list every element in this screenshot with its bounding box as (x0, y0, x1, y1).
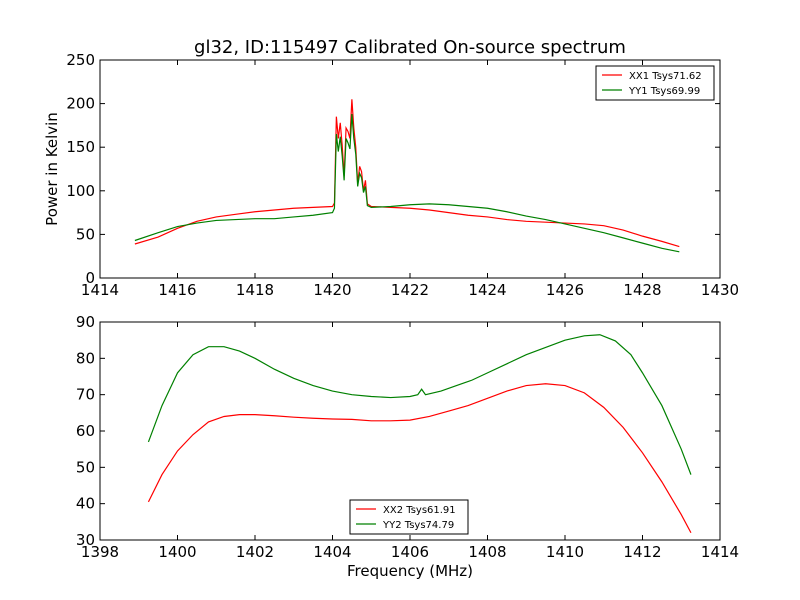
x-tick-label: 1424 (468, 281, 506, 299)
legend-entry: XX1 Tsys71.62 (629, 71, 702, 82)
y-tick-label: 50 (76, 225, 95, 243)
y-tick-label: 150 (66, 138, 95, 156)
x-tick-label: 1428 (623, 281, 661, 299)
y-tick-label: 60 (76, 422, 95, 440)
x-tick-label: 1400 (158, 543, 196, 561)
y-axis-label: Power in Kelvin (43, 112, 61, 226)
x-tick-label: 1408 (468, 543, 506, 561)
x-tick-label: 1404 (313, 543, 351, 561)
legend-entry: XX2 Tsys61.91 (383, 505, 456, 516)
series-line-xx2 (147, 383, 692, 534)
legend-entry: YY2 Tsys74.79 (382, 520, 454, 531)
x-tick-label: 1406 (391, 543, 429, 561)
y-tick-label: 40 (76, 495, 95, 513)
x-tick-label: 1418 (236, 281, 274, 299)
x-tick-label: 1402 (236, 543, 274, 561)
chart-title: gl32, ID:115497 Calibrated On-source spe… (194, 37, 626, 58)
top-plot: gl32, ID:115497 Calibrated On-source spe… (43, 37, 739, 299)
legend-box (349, 499, 469, 535)
y-tick-label: 80 (76, 349, 95, 367)
y-tick-label: 100 (66, 182, 95, 200)
legend-box (595, 65, 715, 101)
x-tick-label: 1398 (81, 543, 119, 561)
x-tick-label: 1426 (546, 281, 584, 299)
x-tick-label: 1412 (623, 543, 661, 561)
y-tick-label: 200 (66, 95, 95, 113)
y-tick-label: 30 (76, 531, 95, 549)
y-tick-label: 250 (66, 51, 95, 69)
series-line-xx1 (134, 99, 680, 248)
legend: XX2 Tsys61.91 YY2 Tsys74.79 (349, 499, 469, 535)
x-tick-label: 1414 (81, 281, 119, 299)
series-line-yy2 (147, 334, 692, 475)
y-tick-label: 50 (76, 458, 95, 476)
y-tick-label: 90 (76, 313, 95, 331)
x-axis-label: Frequency (MHz) (347, 562, 473, 580)
bottom-plot: 1398 1400 1402 1404 1406 1408 1410 1412 1414 30 40… (76, 313, 739, 580)
x-tick-label: 1410 (546, 543, 584, 561)
x-tick-label: 1414 (701, 543, 739, 561)
x-tick-label: 1422 (391, 281, 429, 299)
x-tick-label: 1430 (701, 281, 739, 299)
y-tick-label: 0 (85, 269, 95, 287)
legend: XX1 Tsys71.62 YY1 Tsys69.99 (595, 65, 715, 101)
legend-entry: YY1 Tsys69.99 (628, 86, 700, 97)
x-tick-label: 1420 (313, 281, 351, 299)
series-line-yy1 (134, 114, 680, 253)
y-tick-label: 70 (76, 386, 95, 404)
x-tick-label: 1416 (158, 281, 196, 299)
